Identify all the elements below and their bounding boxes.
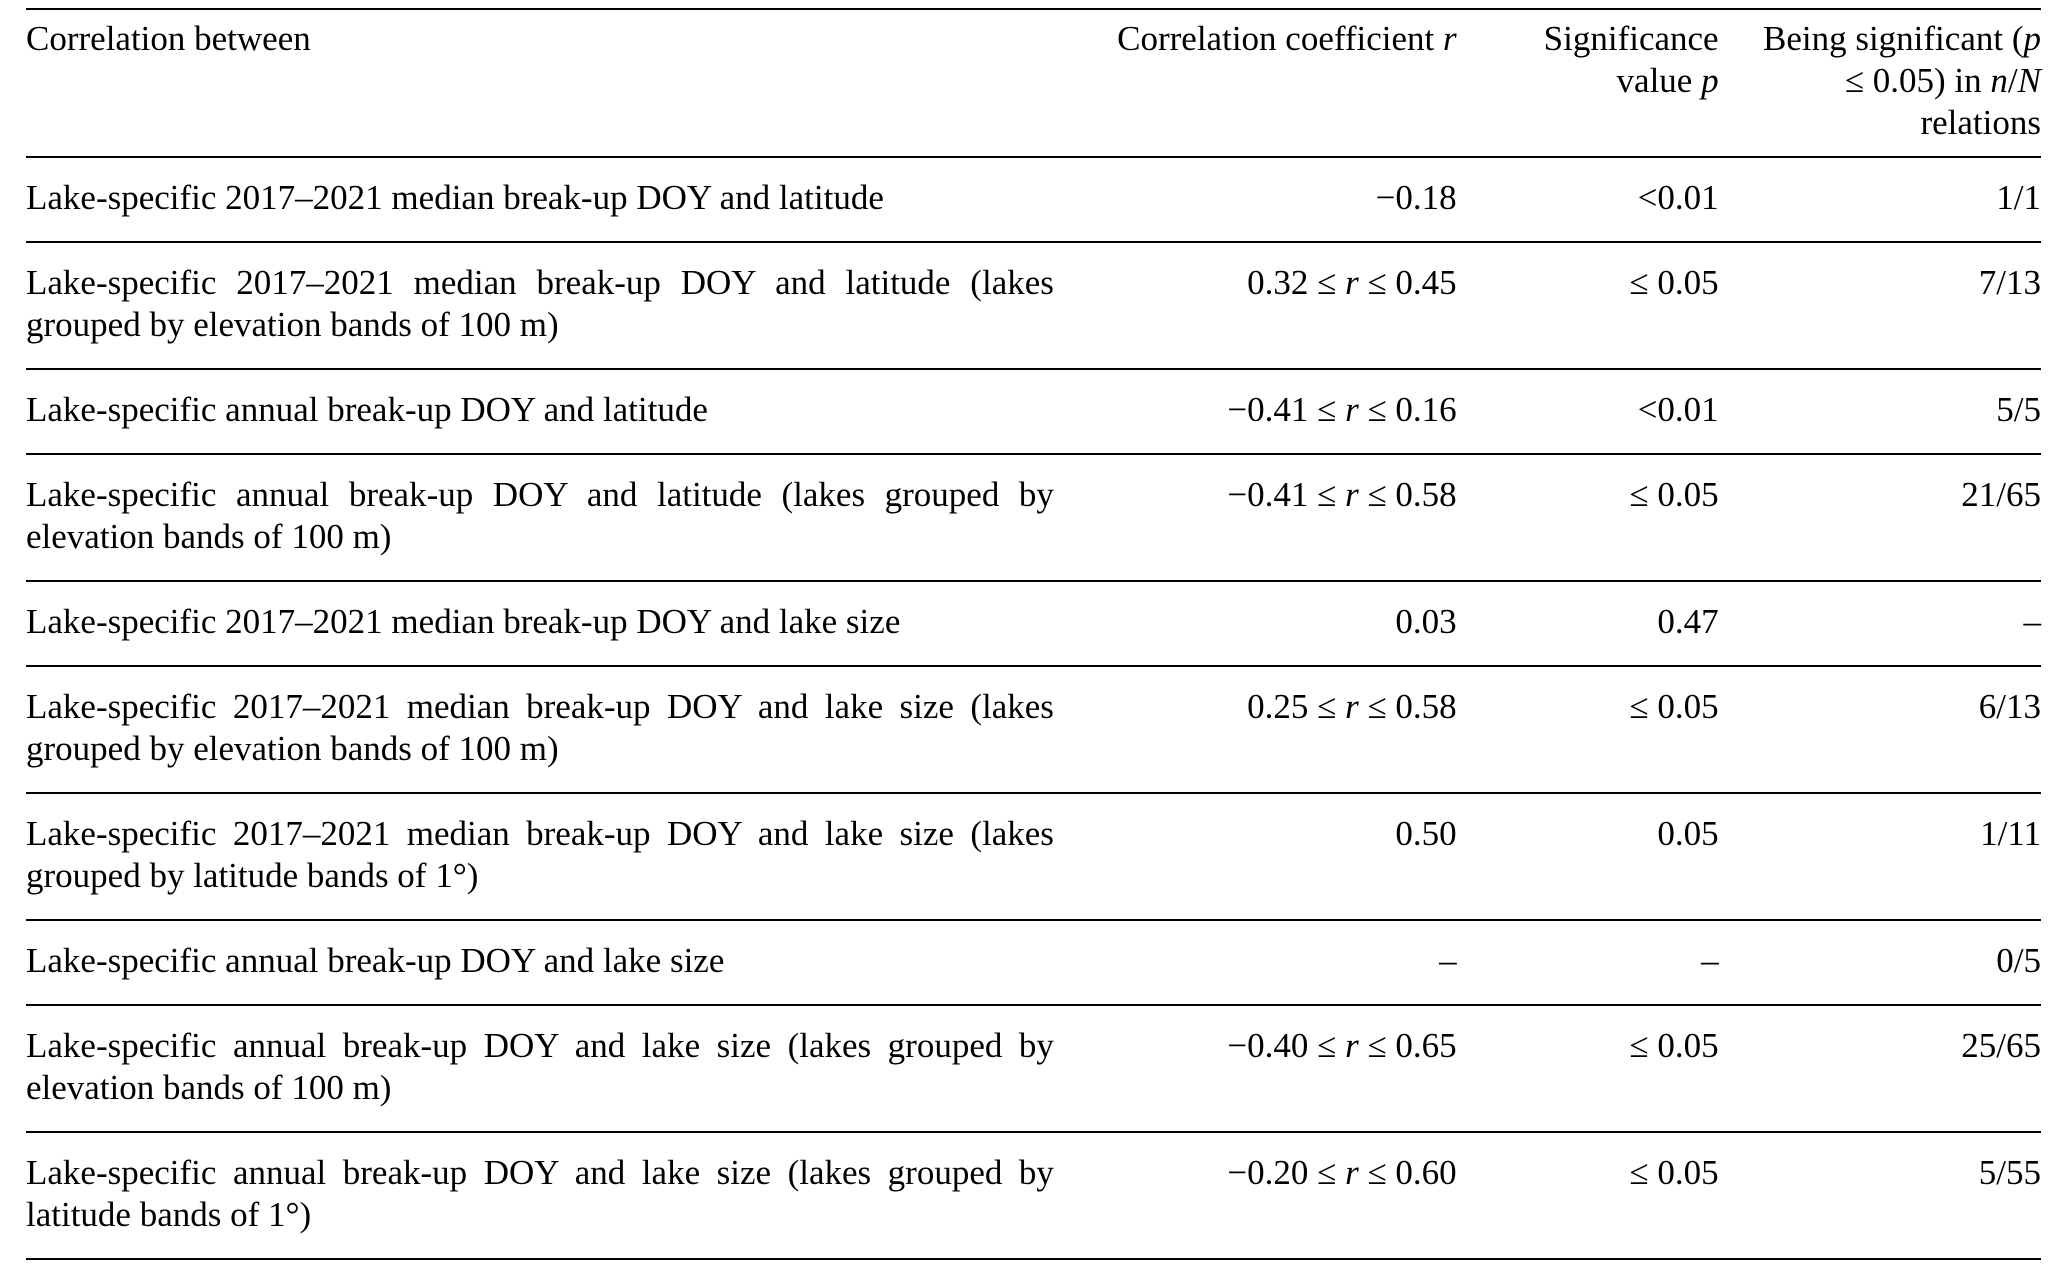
row-value: 1/11: [1718, 793, 2041, 921]
row-value: <0.01: [1456, 157, 1719, 243]
row-label: Lake-specific 2017–2021 median break-up …: [26, 242, 1084, 370]
row-label: Lake-specific 2017–2021 median break-up …: [26, 581, 1084, 667]
row-label: Lake-specific annual break-up DOY and la…: [26, 369, 1084, 455]
row-value: 0.50: [1083, 793, 1457, 921]
row-value: 0.03: [1083, 581, 1457, 667]
row-value: 1/1: [1718, 157, 2041, 243]
row-value: –: [1083, 920, 1457, 1006]
header-row: Correlation between Correlation coefficie…: [26, 9, 2041, 158]
correlation-table: Correlation between Correlation coefficie…: [26, 8, 2041, 1260]
row-value: –: [1456, 920, 1719, 1006]
row-value: 5/55: [1978, 1153, 2041, 1192]
row-value: ≤ 0.05: [1456, 666, 1719, 794]
table-row: Lake-specific 2017–2021 median break-up …: [26, 581, 2041, 667]
row-value: ≤ 0.05: [1456, 242, 1719, 370]
row-label: Lake-specific annual break-up DOY and la…: [26, 1005, 1084, 1133]
row-value: −0.18: [1083, 157, 1457, 243]
row-value: 25/65: [1718, 1005, 2041, 1133]
table-row: Lake-specific annual break-up DOY and la…: [26, 920, 2041, 1006]
row-value: ≤ 0.05: [1456, 454, 1719, 582]
row-label: Lake-specific annual break-up DOY and la…: [26, 1153, 1054, 1234]
table-row: Lake-specific 2017–2021 median break-up …: [26, 242, 2041, 370]
row-value: –: [1718, 581, 2041, 667]
table-row: Lake-specific 2017–2021 median break-up …: [26, 666, 2041, 794]
row-value: 6/13: [1718, 666, 2041, 794]
table-row: Lake-specific 2017–2021 median break-up …: [26, 793, 2041, 921]
table-row: Lake-specific 2017–2021 median break-up …: [26, 157, 2041, 243]
row-label: Lake-specific 2017–2021 median break-up …: [26, 666, 1084, 794]
row-value: 0.05: [1456, 793, 1719, 921]
row-label: Lake-specific annual break-up DOY and la…: [26, 454, 1084, 582]
table-row: Lake-specific annual break-up DOY and la…: [26, 1132, 2041, 1259]
row-value: 0.47: [1456, 581, 1719, 667]
row-value: 0.25 ≤ r ≤ 0.58: [1083, 666, 1457, 794]
row-value: −0.20 ≤ r ≤ 0.60: [1227, 1153, 1457, 1192]
row-label: Lake-specific 2017–2021 median break-up …: [26, 157, 1084, 243]
column-header: Correlation coefficient r: [1083, 9, 1457, 158]
row-label: Lake-specific annual break-up DOY and la…: [26, 920, 1084, 1006]
column-header: Being significant (p ≤ 0.05) in n/N rela…: [1718, 9, 2041, 158]
table-body: Lake-specific 2017–2021 median break-up …: [26, 157, 2041, 1259]
table-row: Lake-specific annual break-up DOY and la…: [26, 454, 2041, 582]
column-header: Correlation between: [26, 9, 1084, 158]
row-value: −0.41 ≤ r ≤ 0.58: [1083, 454, 1457, 582]
table-row: Lake-specific annual break-up DOY and la…: [26, 369, 2041, 455]
row-value: 5/5: [1718, 369, 2041, 455]
table-row: Lake-specific annual break-up DOY and la…: [26, 1005, 2041, 1133]
row-label: Lake-specific 2017–2021 median break-up …: [26, 793, 1084, 921]
row-value: 21/65: [1718, 454, 2041, 582]
row-value: ≤ 0.05: [1456, 1005, 1719, 1133]
row-value: −0.40 ≤ r ≤ 0.65: [1083, 1005, 1457, 1133]
column-header: Significance value p: [1456, 9, 1719, 158]
row-value: 0/5: [1718, 920, 2041, 1006]
row-value: 7/13: [1718, 242, 2041, 370]
row-value: ≤ 0.05: [1629, 1153, 1719, 1192]
row-value: 0.32 ≤ r ≤ 0.45: [1083, 242, 1457, 370]
row-value: <0.01: [1456, 369, 1719, 455]
table-header: Correlation between Correlation coefficie…: [26, 9, 2041, 158]
row-value: −0.41 ≤ r ≤ 0.16: [1083, 369, 1457, 455]
